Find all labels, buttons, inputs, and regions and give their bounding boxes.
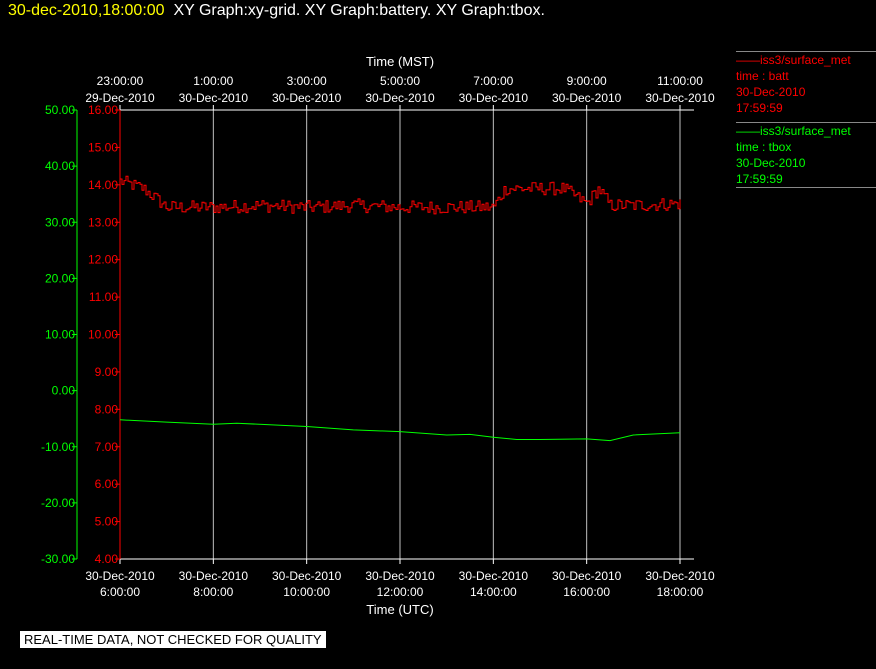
- y-tick-label-tbox: 0.00: [52, 384, 76, 398]
- bottom-tick-time: 12:00:00: [377, 585, 424, 599]
- y-tick-label-batt: 14.00: [88, 178, 118, 192]
- top-tick-time: 9:00:00: [567, 74, 607, 88]
- y-tick-label-batt: 15.00: [88, 140, 118, 154]
- bottom-tick-date: 30-Dec-2010: [459, 569, 529, 583]
- top-tick-time: 1:00:00: [193, 74, 233, 88]
- top-tick-date: 30-Dec-2010: [179, 91, 249, 105]
- top-tick-time: 5:00:00: [380, 74, 420, 88]
- y-tick-label-tbox: -10.00: [41, 440, 75, 454]
- legend-time-batt: 17:59:59: [736, 101, 783, 115]
- y-tick-label-tbox: 40.00: [45, 159, 75, 173]
- top-tick-date: 29-Dec-2010: [85, 91, 155, 105]
- quality-notice: REAL-TIME DATA, NOT CHECKED FOR QUALITY: [20, 631, 326, 648]
- bottom-tick-date: 30-Dec-2010: [179, 569, 249, 583]
- y-tick-label-batt: 7.00: [95, 440, 119, 454]
- legend-field-tbox: time : tbox: [736, 140, 792, 154]
- legend-tbox: ——iss3/surface_met time : tbox 30-Dec-20…: [736, 122, 876, 188]
- bottom-tick-time: 8:00:00: [193, 585, 233, 599]
- series-line-batt: [120, 175, 681, 215]
- top-tick-date: 30-Dec-2010: [365, 91, 435, 105]
- bottom-tick-time: 16:00:00: [563, 585, 610, 599]
- top-tick-date: 30-Dec-2010: [645, 91, 715, 105]
- top-tick-time: 7:00:00: [473, 74, 513, 88]
- top-tick-time: 3:00:00: [287, 74, 327, 88]
- y-tick-label-batt: 8.00: [95, 402, 119, 416]
- bottom-tick-time: 14:00:00: [470, 585, 517, 599]
- bottom-tick-date: 30-Dec-2010: [552, 569, 622, 583]
- graph-list: XY Graph:xy-grid. XY Graph:battery. XY G…: [173, 2, 545, 19]
- y-tick-label-batt: 10.00: [88, 328, 118, 342]
- top-tick-time: 23:00:00: [97, 74, 144, 88]
- legend-divider: [736, 51, 876, 52]
- y-tick-label-tbox: 20.00: [45, 271, 75, 285]
- series-line-tbox: [119, 419, 681, 442]
- legend-station-tbox: ——iss3/surface_met: [736, 124, 851, 138]
- legend-divider: [736, 187, 876, 188]
- y-tick-label-tbox: 30.00: [45, 215, 75, 229]
- bottom-tick-date: 30-Dec-2010: [85, 569, 155, 583]
- legend-time-tbox: 17:59:59: [736, 172, 783, 186]
- top-tick-date: 30-Dec-2010: [552, 91, 622, 105]
- legend-divider: [736, 122, 876, 123]
- y-tick-label-batt: 9.00: [95, 365, 119, 379]
- legend-date-batt: 30-Dec-2010: [736, 85, 806, 99]
- bottom-tick-time: 6:00:00: [100, 585, 140, 599]
- bottom-tick-date: 30-Dec-2010: [645, 569, 715, 583]
- bottom-tick-date: 30-Dec-2010: [365, 569, 435, 583]
- legend-date-tbox: 30-Dec-2010: [736, 156, 806, 170]
- top-tick-date: 30-Dec-2010: [459, 91, 529, 105]
- y-tick-label-batt: 12.00: [88, 253, 118, 267]
- top-tick-date: 30-Dec-2010: [272, 91, 342, 105]
- timestamp: 30-dec-2010,18:00:00: [8, 2, 165, 19]
- bottom-axis-title: Time (UTC): [366, 602, 433, 617]
- top-axis-title: Time (MST): [366, 54, 434, 69]
- legend-station-batt: ——iss3/surface_met: [736, 53, 851, 67]
- bottom-tick-time: 18:00:00: [657, 585, 704, 599]
- bottom-tick-time: 10:00:00: [283, 585, 330, 599]
- y-tick-label-batt: 5.00: [95, 515, 119, 529]
- y-tick-label-batt: 11.00: [89, 290, 118, 304]
- legend-field-batt: time : batt: [736, 69, 789, 83]
- bottom-tick-date: 30-Dec-2010: [272, 569, 342, 583]
- y-tick-label-tbox: 10.00: [45, 328, 75, 342]
- y-tick-label-batt: 13.00: [88, 215, 118, 229]
- y-tick-label-tbox: -20.00: [41, 496, 75, 510]
- header-bar: 30-dec-2010,18:00:00 XY Graph:xy-grid. X…: [8, 2, 545, 20]
- legend-batt: ——iss3/surface_met time : batt 30-Dec-20…: [736, 51, 876, 116]
- top-tick-time: 11:00:00: [657, 74, 703, 88]
- y-tick-label-tbox: -30.00: [41, 552, 75, 566]
- y-tick-label-tbox: 50.00: [45, 103, 75, 117]
- y-tick-label-batt: 16.00: [88, 103, 118, 117]
- y-tick-label-batt: 6.00: [95, 477, 119, 491]
- y-tick-label-batt: 4.00: [95, 552, 119, 566]
